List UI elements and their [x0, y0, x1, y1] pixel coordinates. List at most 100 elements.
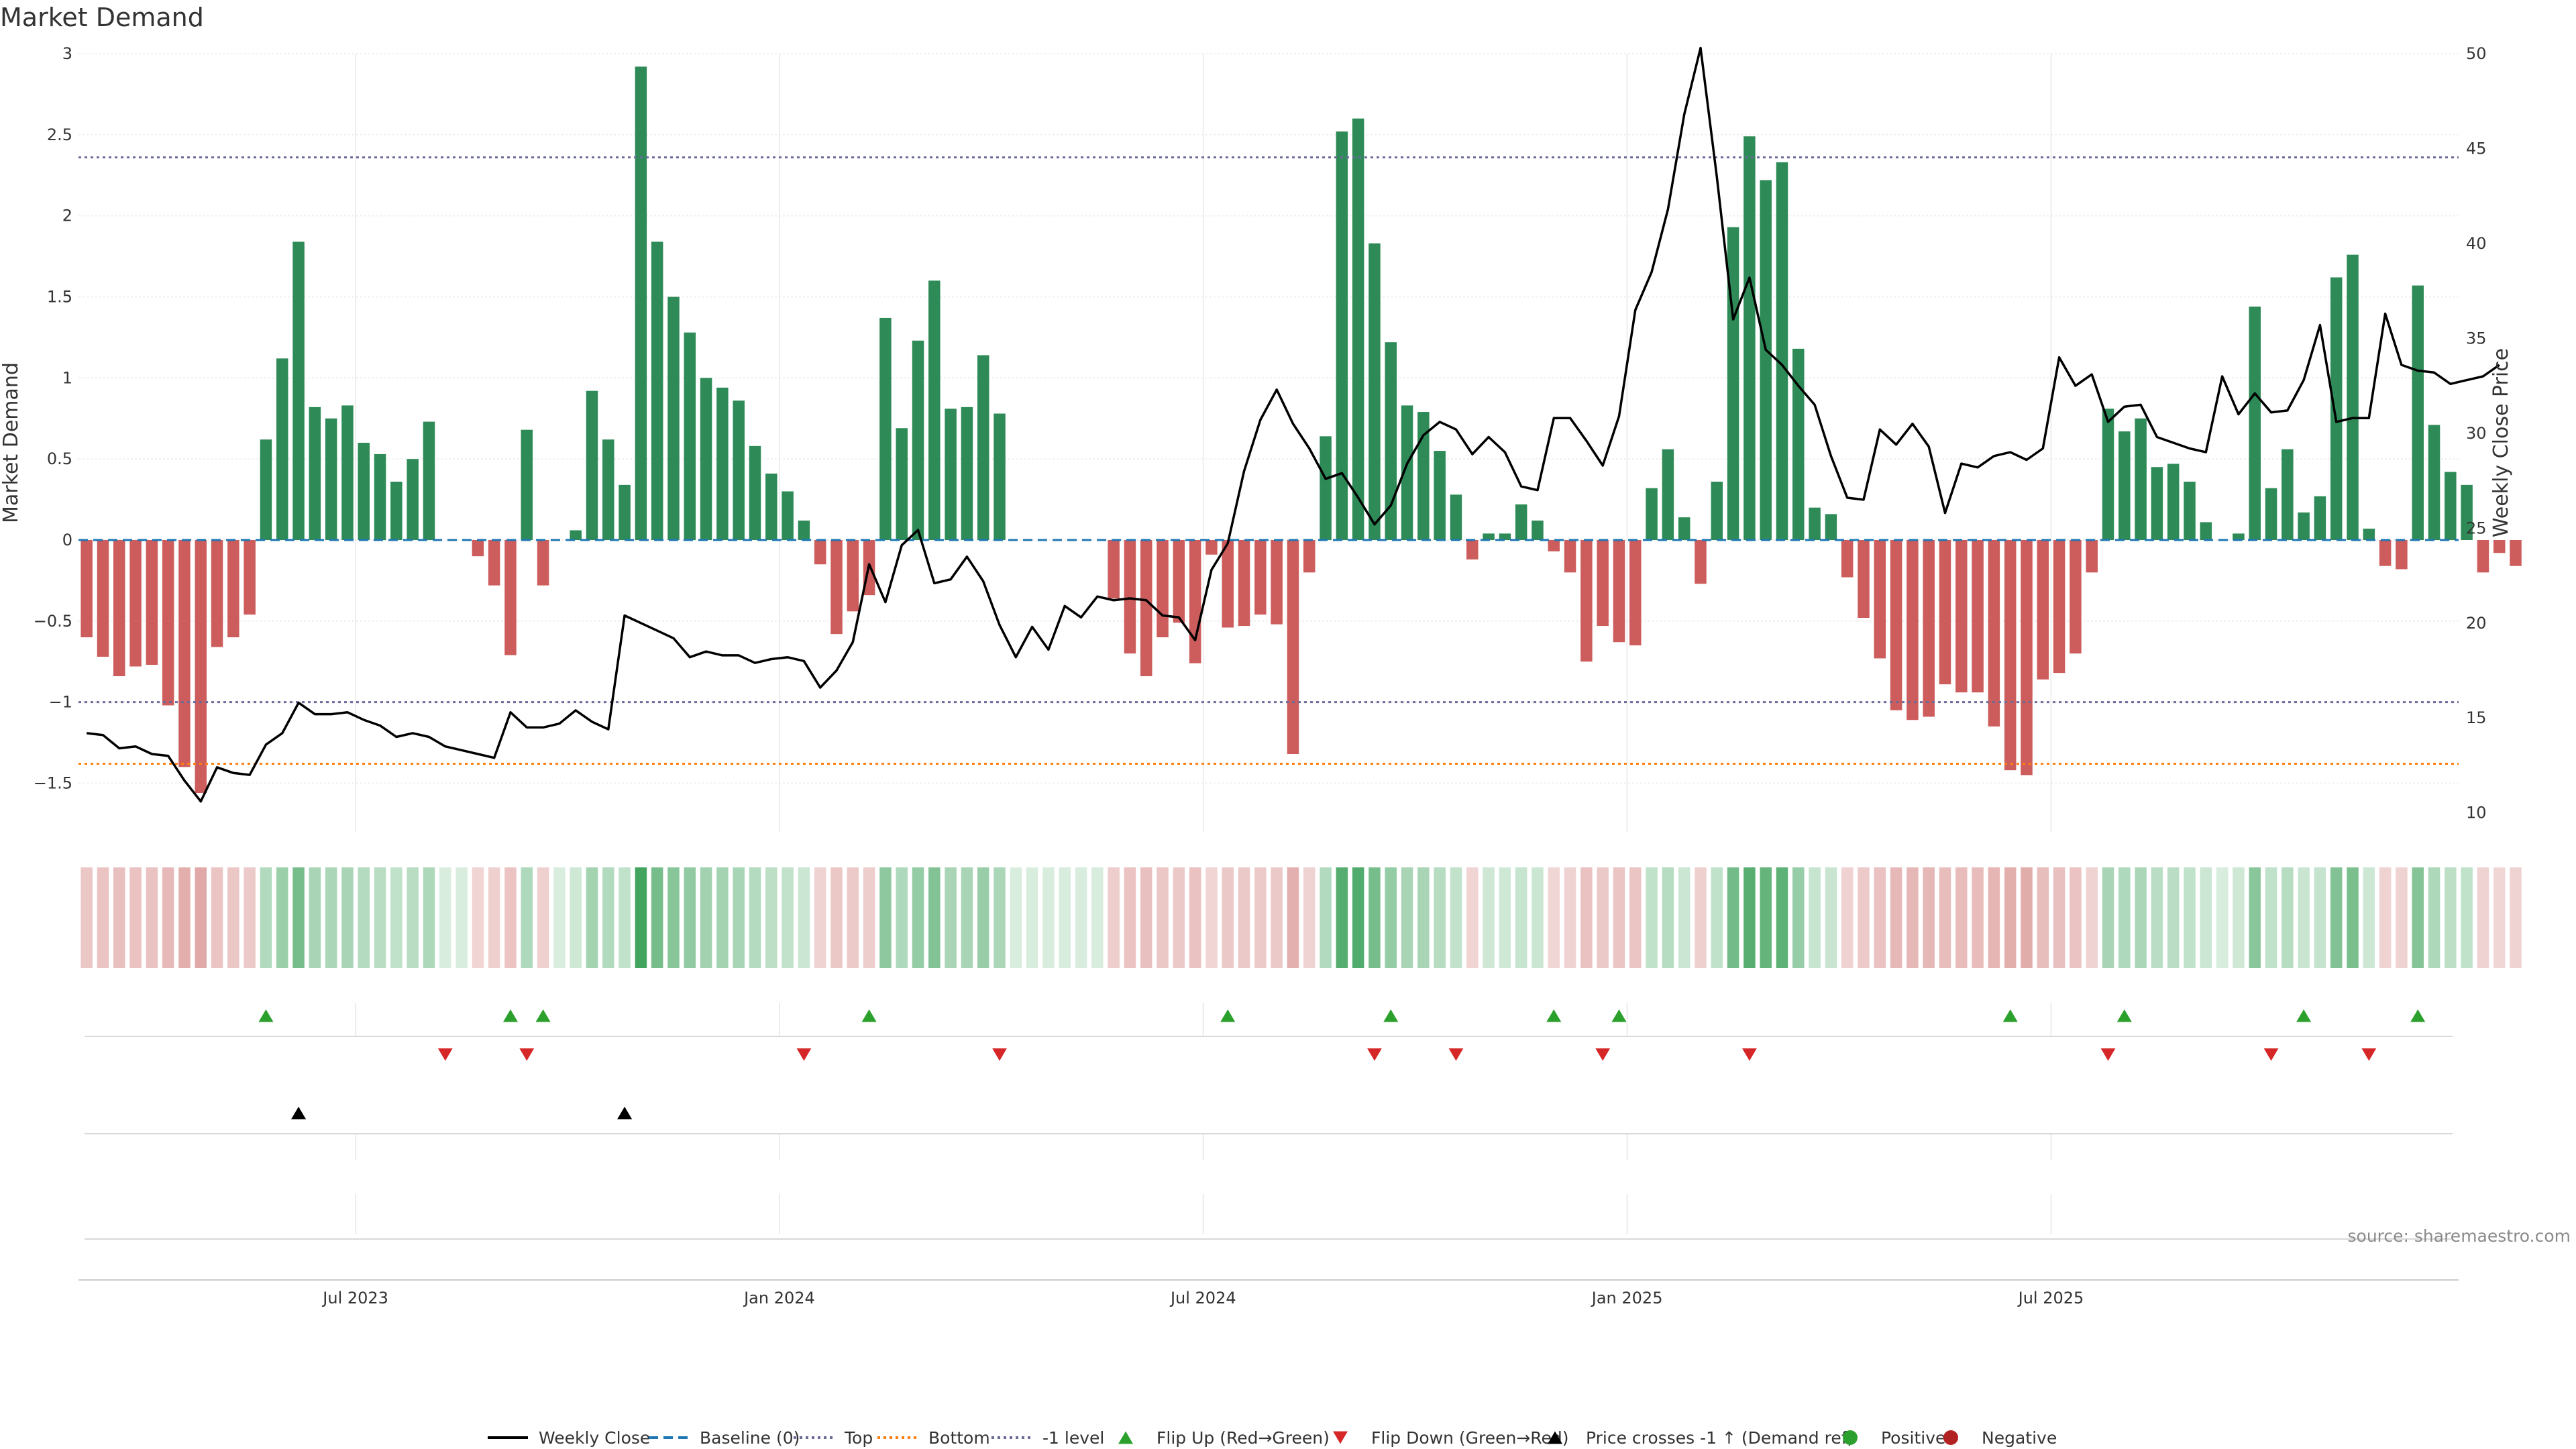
legend-item: Flip Down (Green→Red) [1333, 1428, 1569, 1448]
negative-bar [814, 540, 826, 565]
negative-bar [2477, 540, 2489, 573]
negative-bar [178, 540, 191, 767]
heat-cell [879, 867, 892, 968]
negative-bar [2379, 540, 2392, 566]
positive-bar [1727, 227, 1739, 540]
right-tick-label: 45 [2466, 139, 2487, 158]
positive-bar [1809, 507, 1821, 540]
positive-bar [1368, 243, 1381, 540]
heat-cell [455, 867, 468, 968]
negative-bar [504, 540, 517, 655]
price-cross-marker [617, 1106, 633, 1120]
heat-cell [700, 867, 712, 968]
positive-bar [1483, 533, 1495, 540]
positive-bar [2184, 482, 2196, 540]
positive-bar [2135, 418, 2147, 540]
heat-cell [586, 867, 598, 968]
heat-cell [2070, 867, 2082, 968]
negative-bar [1271, 540, 1283, 625]
positive-bar [423, 421, 435, 540]
legend-label: Baseline (0) [700, 1428, 800, 1448]
price-line-layer [86, 46, 2500, 803]
flip-up-marker [535, 1009, 551, 1022]
heat-cell [1792, 867, 1805, 968]
heat-cell [1336, 867, 1348, 968]
heat-cell [912, 867, 924, 968]
heat-cell [2379, 867, 2392, 968]
negative-bar [2070, 540, 2082, 654]
negative-bar [1972, 540, 1984, 693]
positive-bar [2412, 285, 2424, 540]
heat-cell [407, 867, 419, 968]
demand-bars [80, 66, 2522, 793]
heat-cell [635, 867, 647, 968]
negative-bar [195, 540, 207, 793]
positive-bar [2118, 431, 2131, 540]
heat-cell [2135, 867, 2147, 968]
right-tick-label: 40 [2466, 234, 2487, 253]
heat-cell [325, 867, 337, 968]
negative-bar [1564, 540, 1576, 573]
chart-title: Market Demand [0, 3, 204, 32]
heat-cell [1091, 867, 1104, 968]
left-tick-label: 2.5 [47, 125, 72, 144]
right-tick-label: 15 [2466, 708, 2487, 727]
axes-layer: 3 2.5 2 1.5 1 0.5 0 −0.5 −1 −1.5 50 45 40 35 30 25 20 15 1… [0, 44, 2513, 822]
positive-bar [1532, 521, 1544, 540]
positive-bar [2282, 449, 2294, 540]
negative-bar [1890, 540, 1902, 710]
heat-cell [684, 867, 696, 968]
heat-cell [472, 867, 484, 968]
legend-label: Negative [1982, 1428, 2057, 1448]
heat-cell [749, 867, 761, 968]
heat-cell [2445, 867, 2457, 968]
legend-label: Flip Up (Red→Green) [1157, 1428, 1330, 1448]
x-tick-label: Jul 2023 [321, 1289, 388, 1307]
heat-cell [1695, 867, 1707, 968]
heat-cell [782, 867, 794, 968]
left-tick-label: 0 [62, 531, 72, 549]
x-tick-label: Jul 2024 [1169, 1289, 1236, 1307]
heat-cell [1858, 867, 1870, 968]
flip-down-marker [519, 1048, 535, 1061]
negative-bar [1189, 540, 1201, 663]
flip-up-marker [258, 1009, 274, 1022]
positive-bar [1434, 451, 1446, 540]
x-tick-label: Jan 2025 [1591, 1289, 1663, 1307]
heat-cell [945, 867, 957, 968]
heat-cell [814, 867, 826, 968]
negative-bar [1874, 540, 1886, 659]
heat-cell [2086, 867, 2098, 968]
heat-cell [1124, 867, 1136, 968]
flip-down-marker [1741, 1048, 1757, 1061]
heat-cell [2216, 867, 2229, 968]
grid-layer [78, 53, 2459, 1234]
negative-bar [1907, 540, 1919, 720]
heat-cell [129, 867, 142, 968]
negative-bar [1988, 540, 2000, 727]
negative-bar [1858, 540, 1870, 618]
heat-cell [570, 867, 582, 968]
negative-bar [97, 540, 109, 657]
negative-bar [146, 540, 158, 665]
heat-cell [847, 867, 859, 968]
heat-cell [1825, 867, 1837, 968]
negative-bar [2053, 540, 2065, 674]
heat-cell [2233, 867, 2245, 968]
positive-bar [733, 400, 745, 540]
heat-cell [1841, 867, 1854, 968]
heat-cell [390, 867, 402, 968]
heat-cell [1548, 867, 1560, 968]
flip-up-marker [1220, 1009, 1236, 1022]
flip-up-marker [1383, 1009, 1399, 1022]
negative-bar [1157, 540, 1169, 637]
positive-bar [667, 297, 680, 540]
heat-cell [1173, 867, 1185, 968]
positive-bar [374, 453, 386, 540]
legend-label: -1 level [1042, 1428, 1104, 1448]
positive-bar [1792, 348, 1805, 540]
heat-cell [1075, 867, 1087, 968]
heat-cell [1434, 867, 1446, 968]
negative-bar [227, 540, 239, 637]
